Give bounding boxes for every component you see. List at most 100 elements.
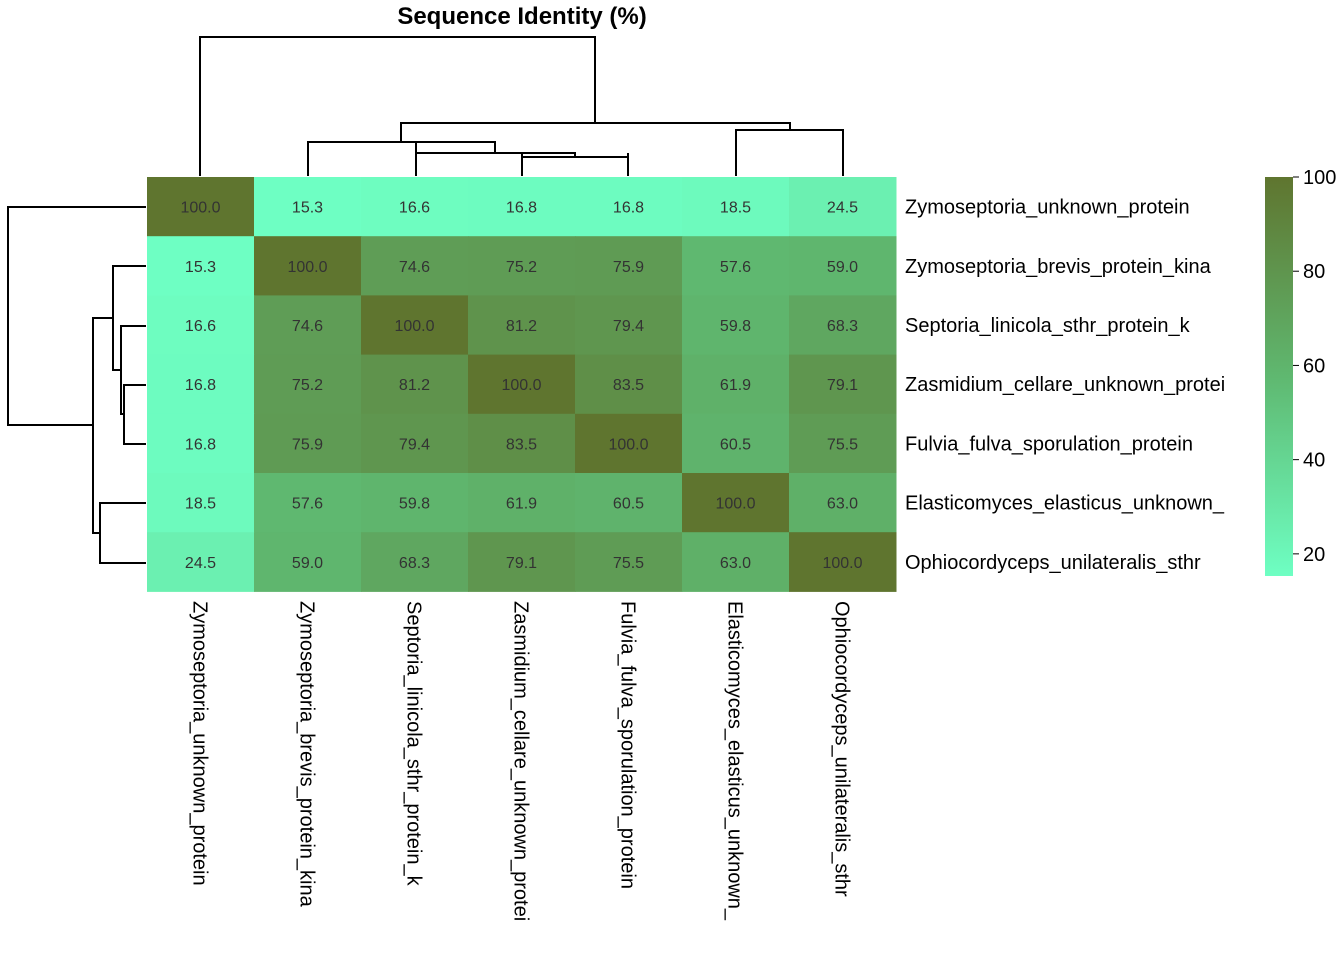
cell-value-label: 83.5	[613, 377, 644, 394]
cell-value-label: 24.5	[185, 555, 216, 572]
heatmap-cell	[147, 354, 255, 415]
cell-value-label: 63.0	[720, 555, 751, 572]
cell-value-label: 75.9	[292, 436, 323, 453]
cell-value-label: 75.5	[613, 555, 644, 572]
column-label: Zymoseptoria_unknown_protein	[189, 601, 211, 886]
cell-value-label: 100.0	[287, 259, 327, 276]
cell-value-label: 63.0	[827, 496, 858, 513]
cell-value-label: 18.5	[185, 496, 216, 513]
heatmap-cell	[361, 236, 469, 296]
cell-value-label: 16.8	[506, 200, 537, 217]
cell-value-label: 16.6	[399, 200, 430, 217]
row-dendrogram-branch	[7, 206, 146, 426]
heatmap-cell	[789, 473, 897, 533]
heatmap-cell	[147, 473, 255, 533]
row-label: Fulvia_fulva_sporulation_protein	[905, 433, 1193, 455]
column-dendrogram	[199, 36, 844, 176]
cell-value-label: 100.0	[822, 555, 862, 572]
column-dendrogram-branch	[735, 129, 844, 176]
heatmap-cell	[254, 295, 362, 356]
cell-value-label: 60.5	[720, 436, 751, 453]
column-label: Septoria_linicola_sthr_protein_k	[403, 601, 425, 887]
heatmap-cell	[789, 177, 897, 237]
heatmap-cell	[575, 354, 683, 415]
colorbar-tick-label: 40	[1303, 450, 1325, 472]
column-dendrogram-branch	[521, 156, 629, 176]
cell-value-label: 75.9	[613, 259, 644, 276]
heatmap-cell	[361, 177, 469, 237]
heatmap-cell	[254, 473, 362, 533]
cell-value-label: 74.6	[292, 318, 323, 335]
cell-value-label: 79.4	[399, 436, 430, 453]
heatmap-cell	[147, 532, 255, 592]
cell-value-label: 68.3	[399, 555, 430, 572]
heatmap-cell	[682, 236, 790, 296]
row-dendrogram	[7, 206, 146, 564]
heatmap-cell	[254, 413, 362, 474]
heatmap-cell	[361, 473, 469, 533]
cell-value-label: 18.5	[720, 200, 751, 217]
heatmap-cell	[361, 295, 469, 356]
cell-value-label: 59.0	[827, 259, 858, 276]
colorbar-ticks: 20 40 60 80 100	[1293, 167, 1336, 566]
row-label: Zymoseptoria_brevis_protein_kina	[905, 256, 1212, 278]
heatmap-cell	[789, 354, 897, 415]
heatmap-cell	[682, 532, 790, 592]
cell-value-label: 15.3	[185, 259, 216, 276]
column-labels: Zymoseptoria_unknown_protein Zymoseptoria…	[189, 601, 853, 921]
row-dendrogram-branch	[123, 384, 146, 445]
cell-value-label: 59.0	[292, 555, 323, 572]
row-label: Ophiocordyceps_unilateralis_sthr	[905, 552, 1201, 574]
cell-value-label: 81.2	[506, 318, 537, 335]
heatmap-cell	[147, 236, 255, 296]
cell-value-label: 100.0	[501, 377, 541, 394]
row-label: Zasmidium_cellare_unknown_protei	[905, 374, 1225, 396]
heatmap-cell	[682, 177, 790, 237]
cell-value-label: 81.2	[399, 377, 430, 394]
column-label: Fulvia_fulva_sporulation_protein	[617, 601, 639, 889]
column-dendrogram-branch	[400, 122, 791, 142]
heatmap-cell	[682, 295, 790, 356]
cell-value-label: 75.2	[506, 259, 537, 276]
column-label: Ophiocordyceps_unilateralis_sthr	[831, 601, 853, 897]
heatmap-cells: 100.0 15.3 16.6 16.8 16.8 18.5 24.5 15.3 100.0 74…	[147, 177, 897, 592]
heatmap-cell	[361, 413, 469, 474]
cell-value-label: 100.0	[180, 200, 220, 217]
heatmap-cell	[468, 354, 576, 415]
heatmap-cell	[575, 295, 683, 356]
cell-value-label: 16.8	[185, 377, 216, 394]
heatmap-cell	[147, 177, 255, 237]
heatmap-cell	[468, 413, 576, 474]
cell-value-label: 60.5	[613, 496, 644, 513]
heatmap-cell	[468, 473, 576, 533]
cell-value-label: 57.6	[720, 259, 751, 276]
colorbar-tick-label: 60	[1303, 355, 1325, 377]
heatmap-cell	[147, 295, 255, 356]
heatmap-cell	[789, 236, 897, 296]
heatmap-cell	[575, 532, 683, 592]
cell-value-label: 100.0	[715, 496, 755, 513]
column-label: Elasticomyces_elasticus_unknown_	[724, 601, 746, 921]
heatmap-cell	[254, 177, 362, 237]
column-dendrogram-branch	[307, 141, 495, 176]
cell-value-label: 61.9	[506, 496, 537, 513]
row-label: Zymoseptoria_unknown_protein	[905, 197, 1190, 219]
row-labels: Zymoseptoria_unknown_protein Zymoseptoria…	[905, 197, 1225, 574]
chart-title: Sequence Identity (%)	[397, 3, 646, 30]
row-dendrogram-branch	[99, 502, 146, 564]
color-legend: 20 40 60 80 100	[1265, 167, 1336, 576]
cell-value-label: 79.1	[506, 555, 537, 572]
colorbar-tick-label: 80	[1303, 261, 1325, 283]
heatmap-cell	[575, 236, 683, 296]
cell-value-label: 59.8	[399, 496, 430, 513]
heatmap-cell	[361, 532, 469, 592]
colorbar-tick-label: 100	[1303, 167, 1336, 189]
row-label: Elasticomyces_elasticus_unknown_	[905, 493, 1225, 515]
colorbar-tick-label: 20	[1303, 544, 1325, 566]
heatmap-cell	[575, 177, 683, 237]
cell-value-label: 61.9	[720, 377, 751, 394]
cell-value-label: 68.3	[827, 318, 858, 335]
heatmap-cell	[682, 354, 790, 415]
cell-value-label: 16.6	[185, 318, 216, 335]
